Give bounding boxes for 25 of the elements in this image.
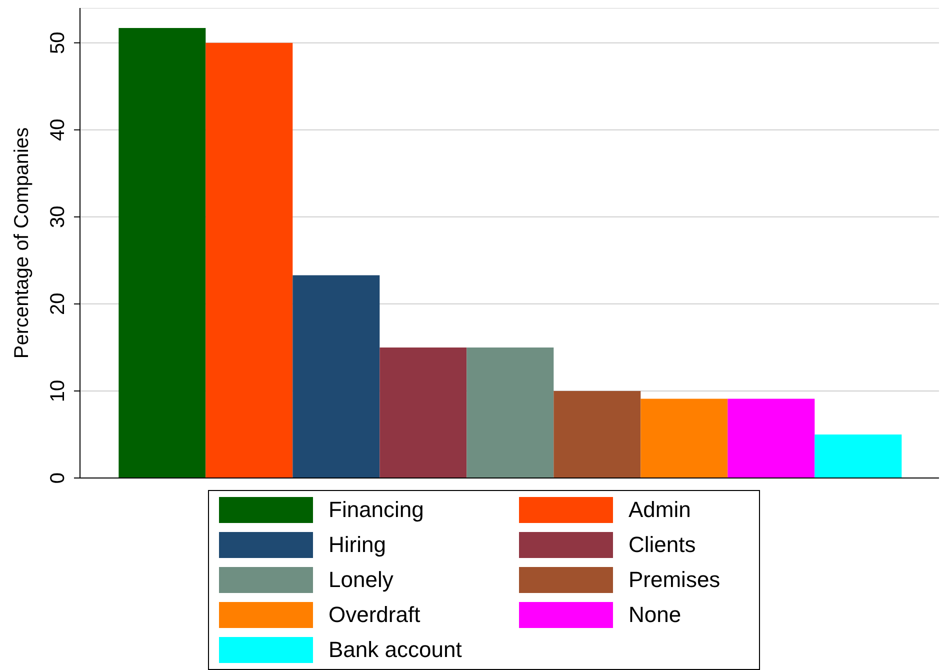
legend-label: Clients xyxy=(628,532,696,558)
legend-label: Lonely xyxy=(328,567,394,593)
y-tick-label: 0 xyxy=(47,472,69,484)
bar xyxy=(206,42,293,478)
legend-label: Premises xyxy=(628,567,720,593)
legend-label: Hiring xyxy=(328,532,386,558)
y-tick-label: 40 xyxy=(47,118,69,141)
y-tick-label: 20 xyxy=(47,292,69,316)
y-axis-title: Percentage of Companies xyxy=(11,127,34,359)
y-tick-label: 50 xyxy=(47,32,69,54)
bar xyxy=(466,347,554,478)
bar xyxy=(728,398,815,478)
legend-label: Financing xyxy=(328,497,424,523)
legend-label: None xyxy=(628,602,682,628)
y-tick-label: 30 xyxy=(47,206,69,228)
bar xyxy=(292,275,380,478)
bar xyxy=(380,347,467,478)
y-tick-label: 10 xyxy=(47,380,69,402)
bar xyxy=(814,434,902,478)
bar xyxy=(118,28,206,478)
legend-label: Admin xyxy=(628,497,691,523)
legend-label: Bank account xyxy=(328,637,462,663)
bar xyxy=(554,390,641,478)
bar xyxy=(640,398,728,478)
legend-label: Overdraft xyxy=(328,602,420,628)
